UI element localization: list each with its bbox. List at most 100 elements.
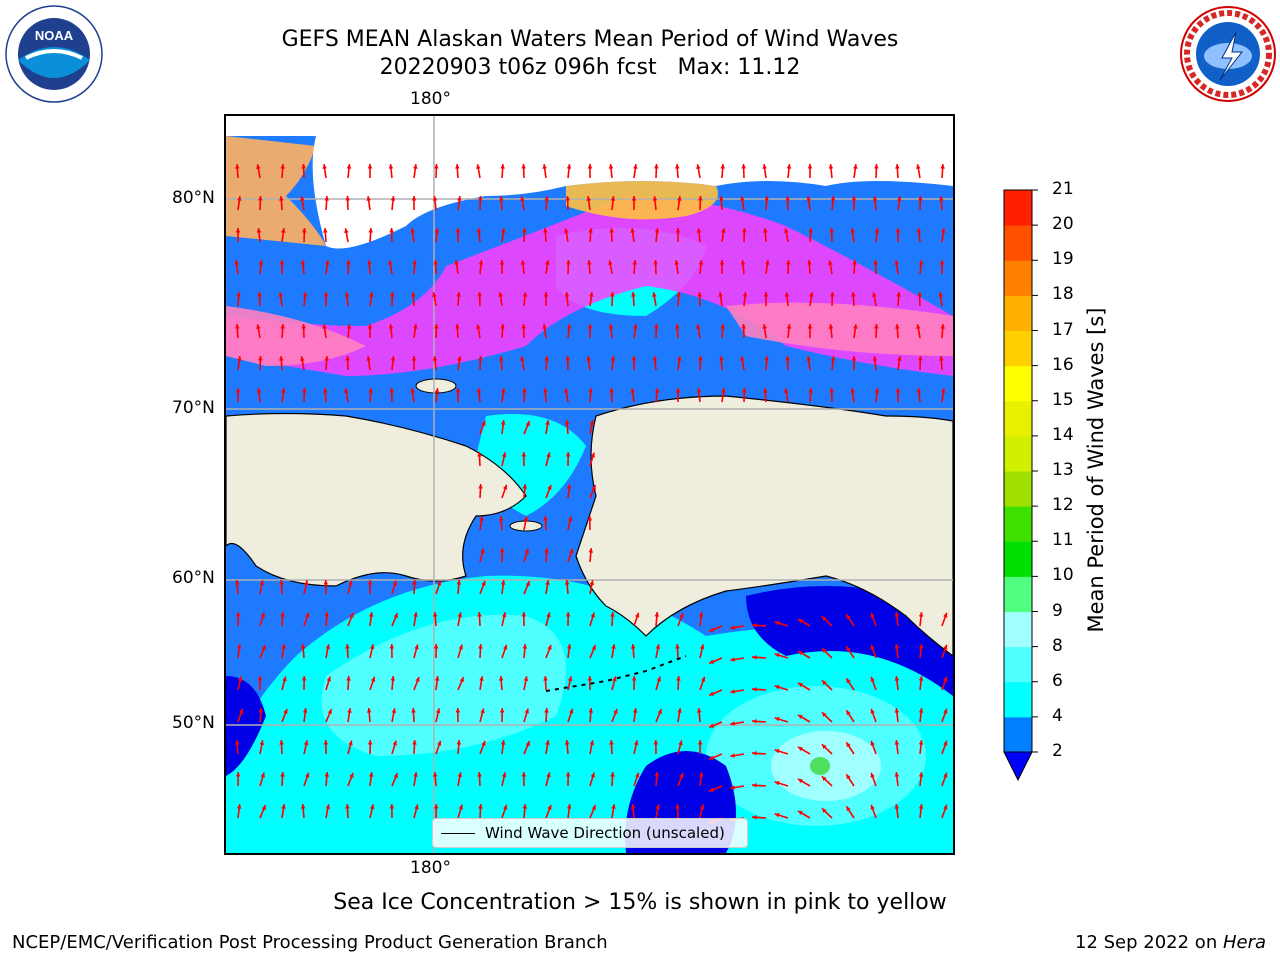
wind-wave-arrow — [279, 195, 284, 211]
wind-wave-arrow — [918, 707, 924, 723]
wind-wave-arrow — [763, 227, 768, 243]
wind-wave-arrow — [806, 196, 811, 211]
wind-wave-arrow — [303, 580, 309, 595]
wind-wave-arrow — [675, 323, 680, 339]
wind-wave-arrow — [545, 452, 551, 467]
wind-wave-arrow — [237, 708, 244, 723]
wind-wave-arrow — [520, 196, 525, 211]
wind-wave-arrow — [455, 388, 461, 402]
wind-wave-arrow — [412, 259, 417, 275]
wind-wave-arrow — [235, 228, 241, 242]
wind-wave-arrow — [674, 260, 679, 275]
wind-wave-arrow — [677, 740, 683, 755]
wind-wave-arrow — [476, 324, 481, 339]
wind-wave-arrow — [941, 772, 948, 787]
wind-wave-arrow — [740, 196, 745, 211]
wind-wave-arrow — [434, 323, 439, 339]
wind-wave-arrow — [258, 195, 263, 211]
wind-wave-arrow — [388, 323, 394, 339]
wind-wave-arrow — [479, 580, 486, 595]
wind-wave-arrow — [433, 259, 438, 275]
wind-wave-arrow — [874, 323, 879, 339]
wind-wave-arrow — [323, 739, 329, 755]
wind-wave-arrow — [774, 685, 789, 691]
colorbar — [1003, 189, 1038, 782]
wind-wave-arrow — [941, 612, 948, 627]
wind-wave-arrow — [610, 611, 615, 627]
wind-wave-arrow — [785, 195, 790, 211]
colorbar-block — [1004, 365, 1032, 402]
wind-wave-arrow — [411, 356, 417, 370]
wind-wave-arrow — [390, 675, 396, 691]
wind-wave-arrow — [851, 196, 857, 210]
wind-wave-arrow — [696, 707, 702, 723]
wind-wave-arrow — [564, 388, 569, 403]
wind-wave-arrow — [708, 657, 723, 665]
wind-wave-arrow — [610, 195, 616, 211]
wind-wave-arrow — [566, 323, 572, 339]
wind-wave-arrow — [774, 621, 789, 627]
colorbar-block — [1004, 576, 1032, 612]
wind-wave-arrow — [366, 707, 372, 723]
wind-wave-arrow — [478, 195, 483, 211]
wind-wave-arrow — [391, 740, 397, 755]
wind-wave-arrow — [845, 613, 855, 627]
wind-wave-arrow — [410, 228, 415, 243]
wind-wave-arrow — [500, 580, 506, 595]
wind-wave-arrow — [522, 291, 528, 307]
wind-wave-arrow — [544, 195, 549, 211]
wind-wave-arrow — [457, 804, 463, 819]
wind-wave-arrow — [872, 195, 878, 211]
wind-wave-arrow — [498, 675, 504, 691]
wind-wave-arrow — [610, 355, 616, 371]
wind-wave-arrow — [566, 804, 572, 819]
wind-wave-arrow — [412, 579, 417, 595]
wind-wave-arrow — [654, 227, 660, 243]
wind-wave-arrow — [523, 708, 529, 723]
wind-wave-arrow — [479, 740, 486, 755]
wind-wave-arrow — [918, 771, 924, 787]
wind-wave-arrow — [413, 324, 418, 339]
wind-wave-arrow — [542, 164, 547, 179]
wind-wave-arrow — [565, 611, 571, 627]
wind-wave-arrow — [808, 387, 813, 403]
wind-wave-arrow — [323, 227, 328, 243]
wind-wave-arrow — [870, 708, 877, 723]
wind-wave-arrow — [501, 228, 506, 243]
wind-wave-arrow — [434, 163, 439, 179]
wind-wave-arrow — [322, 324, 327, 339]
wind-wave-arrow — [751, 655, 767, 660]
wind-wave-arrow — [870, 612, 877, 627]
wind-wave-arrow — [499, 547, 505, 563]
wind-wave-arrow — [324, 611, 330, 627]
wind-wave-arrow — [653, 259, 658, 275]
wind-wave-arrow — [432, 292, 437, 307]
wind-wave-arrow — [259, 772, 265, 787]
wind-wave-arrow — [698, 195, 703, 211]
lat-label-50n: 50°N — [172, 713, 215, 733]
wind-wave-arrow — [411, 707, 416, 723]
colorbar-extend-triangle — [1003, 751, 1033, 782]
wind-wave-arrow — [501, 804, 508, 819]
wind-wave-arrow — [941, 708, 948, 723]
wind-wave-arrow — [300, 196, 305, 211]
wind-wave-arrow — [235, 611, 241, 627]
wind-wave-arrow — [522, 483, 528, 499]
wind-wave-arrow — [567, 676, 573, 691]
run-machine: Hera — [1222, 932, 1266, 953]
wind-wave-arrow — [366, 356, 371, 371]
wind-wave-arrow — [609, 227, 614, 243]
wind-wave-arrow — [566, 259, 571, 275]
wind-wave-arrow — [325, 260, 330, 275]
wind-wave-arrow — [501, 388, 506, 403]
wind-wave-arrow — [347, 772, 354, 787]
wind-wave-arrow — [413, 772, 418, 787]
wind-wave-arrow — [895, 323, 900, 339]
wind-wave-arrow — [322, 164, 327, 179]
wind-wave-arrow — [369, 644, 375, 659]
wind-wave-arrow — [916, 227, 922, 243]
wind-wave-arrow — [740, 259, 746, 275]
wind-wave-arrow — [894, 708, 900, 723]
wind-wave-arrow — [479, 548, 485, 563]
wind-wave-arrow — [279, 579, 284, 595]
